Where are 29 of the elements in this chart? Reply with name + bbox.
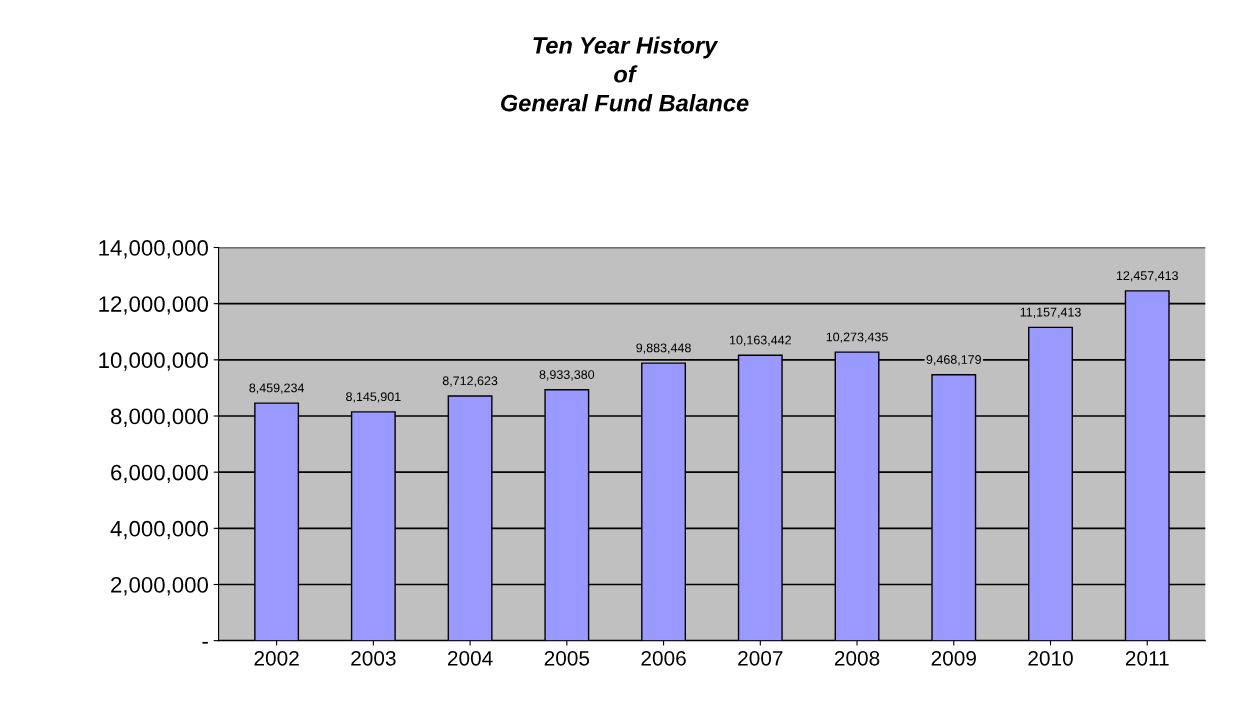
data-label: 11,157,413 bbox=[1020, 307, 1081, 319]
data-label: 8,712,623 bbox=[442, 376, 498, 387]
y-tick-label: 14,000,000 bbox=[99, 240, 208, 259]
y-tick-label: 12,000,000 bbox=[99, 296, 208, 315]
data-label: 8,145,901 bbox=[346, 392, 401, 403]
data-label: 8,933,380 bbox=[539, 370, 595, 381]
data-label: 10,163,442 bbox=[729, 335, 791, 346]
data-label: 9,468,179 bbox=[926, 355, 981, 366]
x-tick-label: 2004 bbox=[447, 650, 493, 666]
y-tick-label: 8,000,000 bbox=[110, 408, 208, 427]
x-tick-label: 2007 bbox=[738, 650, 783, 666]
chart-title: Ten Year History of General Fund Balance bbox=[501, 36, 749, 112]
y-tick-label: 6,000,000 bbox=[111, 464, 208, 484]
data-label: 8,459,234 bbox=[249, 383, 305, 394]
y-tick-label: 10,000,000 bbox=[99, 352, 208, 371]
y-tick-label: 2,000,000 bbox=[111, 577, 208, 596]
data-label: 10,273,435 bbox=[826, 332, 888, 343]
data-label: 9,883,448 bbox=[636, 343, 691, 354]
x-tick-label: 2003 bbox=[351, 650, 396, 666]
x-tick-label: 2002 bbox=[254, 650, 299, 666]
x-tick-label: 2010 bbox=[1028, 650, 1073, 666]
data-label: 12,457,413 bbox=[1116, 271, 1178, 282]
x-tick-label: 2009 bbox=[931, 650, 976, 666]
x-tick-label: 2011 bbox=[1125, 650, 1169, 666]
x-tick-label: 2008 bbox=[834, 650, 880, 666]
y-tick-label: 4,000,000 bbox=[110, 520, 208, 540]
y-tick-label: - bbox=[202, 641, 208, 644]
x-tick-label: 2005 bbox=[544, 650, 590, 666]
x-tick-label: 2006 bbox=[641, 650, 686, 666]
